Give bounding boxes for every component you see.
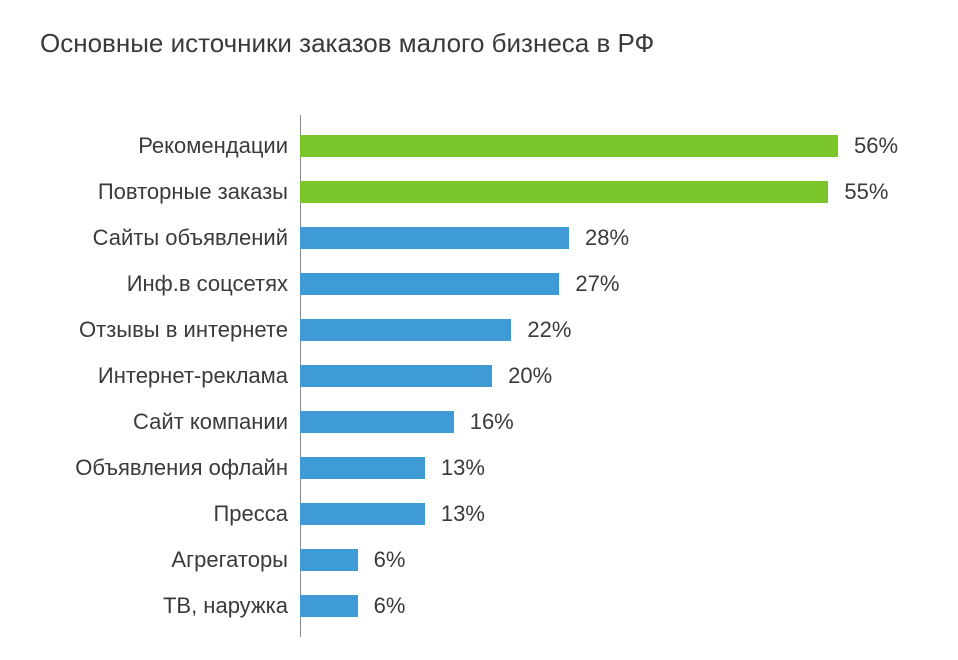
bar xyxy=(300,457,425,479)
bar xyxy=(300,595,358,617)
chart-row: Сайты объявлений 28% xyxy=(40,215,918,261)
row-value: 27% xyxy=(575,271,619,297)
chart-row: Инф.в соцсетях 27% xyxy=(40,261,918,307)
bar xyxy=(300,135,838,157)
row-label: Агрегаторы xyxy=(40,547,300,573)
chart-row: Агрегаторы 6% xyxy=(40,537,918,583)
chart-row: Пресса 13% xyxy=(40,491,918,537)
bar-track: 6% xyxy=(300,583,918,629)
row-value: 56% xyxy=(854,133,898,159)
bar xyxy=(300,273,559,295)
row-value: 20% xyxy=(508,363,552,389)
chart-row: ТВ, наружка 6% xyxy=(40,583,918,629)
bar xyxy=(300,549,358,571)
row-label: Инф.в соцсетях xyxy=(40,271,300,297)
bar-track: 16% xyxy=(300,399,918,445)
bar xyxy=(300,365,492,387)
chart-row: Отзывы в интернете 22% xyxy=(40,307,918,353)
bar-track: 20% xyxy=(300,353,918,399)
row-label: Интернет-реклама xyxy=(40,363,300,389)
bar xyxy=(300,411,454,433)
row-value: 55% xyxy=(844,179,888,205)
chart-row: Сайт компании 16% xyxy=(40,399,918,445)
bar xyxy=(300,319,511,341)
bar-track: 56% xyxy=(300,123,918,169)
row-label: ТВ, наружка xyxy=(40,593,300,619)
bar-track: 27% xyxy=(300,261,918,307)
row-value: 6% xyxy=(374,547,406,573)
chart-rows: Рекомендации 56% Повторные заказы 55% Сайты … xyxy=(40,123,918,629)
row-label: Сайты объявлений xyxy=(40,225,300,251)
bar xyxy=(300,503,425,525)
bar-track: 13% xyxy=(300,491,918,537)
bar-track: 13% xyxy=(300,445,918,491)
row-value: 28% xyxy=(585,225,629,251)
chart-row: Рекомендации 56% xyxy=(40,123,918,169)
chart-row: Интернет-реклама 20% xyxy=(40,353,918,399)
chart-row: Повторные заказы 55% xyxy=(40,169,918,215)
bar-track: 22% xyxy=(300,307,918,353)
row-label: Повторные заказы xyxy=(40,179,300,205)
row-label: Пресса xyxy=(40,501,300,527)
bar-track: 55% xyxy=(300,169,918,215)
chart-title: Основные источники заказов малого бизнес… xyxy=(40,28,918,59)
order-sources-chart: Основные источники заказов малого бизнес… xyxy=(0,0,958,659)
bar-track: 28% xyxy=(300,215,918,261)
bar xyxy=(300,181,828,203)
row-value: 13% xyxy=(441,455,485,481)
row-label: Объявления офлайн xyxy=(40,455,300,481)
row-value: 22% xyxy=(527,317,571,343)
row-value: 16% xyxy=(470,409,514,435)
bar xyxy=(300,227,569,249)
row-label: Сайт компании xyxy=(40,409,300,435)
row-value: 13% xyxy=(441,501,485,527)
row-label: Рекомендации xyxy=(40,133,300,159)
bar-track: 6% xyxy=(300,537,918,583)
row-value: 6% xyxy=(374,593,406,619)
chart-row: Объявления офлайн 13% xyxy=(40,445,918,491)
row-label: Отзывы в интернете xyxy=(40,317,300,343)
